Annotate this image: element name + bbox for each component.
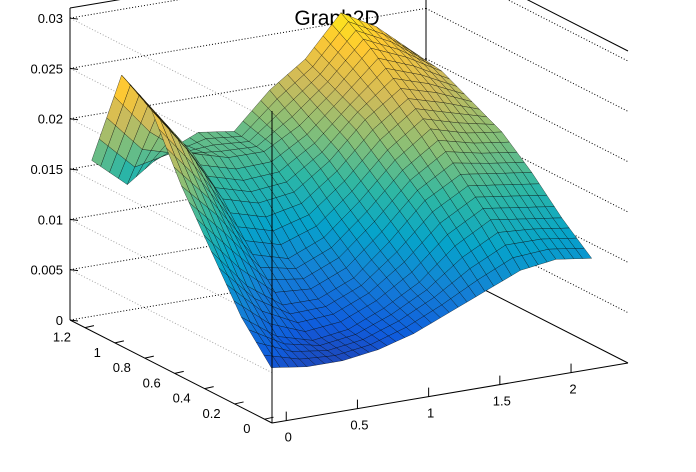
box-edge-right-top (526, 0, 629, 52)
y-tick-label: 0.8 (113, 360, 131, 375)
y-tick-label: 0 (243, 421, 250, 436)
z-tick-mark (69, 168, 79, 171)
z-tick-label: 0.02 (38, 112, 63, 127)
z-tick-mark (69, 17, 79, 20)
grid-line-z-back (69, 7, 427, 69)
grid-line-z-left (69, 17, 273, 122)
z-tick-mark (69, 118, 79, 121)
y-tick-mark (204, 386, 214, 390)
y-tick-mark (114, 340, 124, 344)
axis-box-front (69, 8, 629, 424)
box-edge-front-floor (271, 362, 629, 424)
x-tick-label: 0 (285, 430, 292, 445)
x-tick-label: 1 (427, 406, 434, 421)
surface-cell (574, 247, 593, 259)
z-tick-mark (69, 67, 79, 70)
axis-ticks: 0 0.5 1 1.5 2 0 0.2 0.4 0.6 0.8 1 1.2 0 0.005 0.01 0.01… (30, 11, 576, 445)
z-tick-mark (69, 269, 79, 272)
z-tick-label: 0.015 (30, 162, 63, 177)
grid-line-z-back (69, 0, 181, 19)
y-tick-label: 0.6 (143, 375, 161, 390)
x-tick-label: 2 (569, 382, 576, 397)
box-edge-left-floor (69, 319, 273, 424)
z-tick-label: 0.005 (30, 263, 63, 278)
y-tick-label: 1 (94, 345, 101, 360)
y-tick-mark (144, 355, 154, 359)
y-tick-mark (84, 325, 95, 329)
y-tick-mark (234, 401, 244, 405)
z-tick-label: 0.03 (38, 11, 63, 26)
x-tick-label: 1.5 (493, 394, 511, 409)
grid-line-z-right (507, 0, 629, 62)
y-tick-label: 0.4 (173, 391, 191, 406)
y-tick-mark (174, 370, 184, 374)
z-tick-label: 0.025 (30, 61, 63, 76)
z-tick-label: 0 (56, 313, 63, 328)
y-tick-mark (264, 416, 274, 420)
z-tick-mark (69, 218, 79, 221)
y-tick-label: 0.2 (203, 406, 221, 421)
z-tick-label: 0.01 (38, 212, 63, 227)
z-tick-mark (69, 319, 79, 322)
surface-mesh (91, 12, 593, 368)
y-tick-label: 1.2 (53, 330, 71, 345)
x-tick-label: 0.5 (350, 418, 368, 433)
